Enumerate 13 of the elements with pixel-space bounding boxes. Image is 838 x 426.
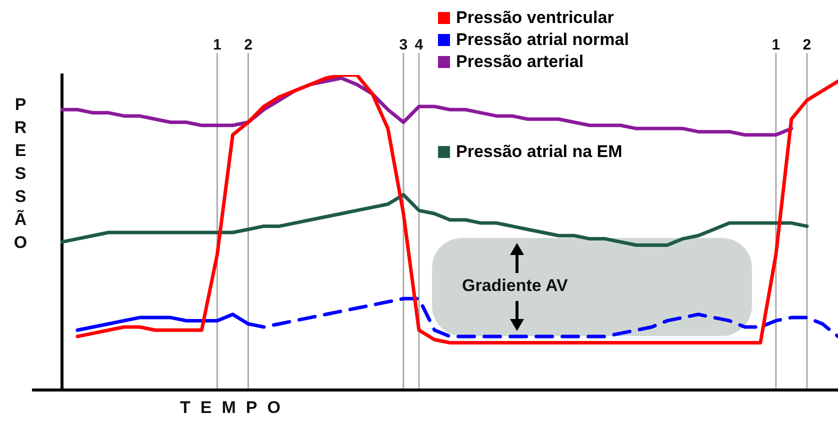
legend-label: Pressão ventricular <box>456 8 614 28</box>
x-tick-label: 1 <box>772 36 780 54</box>
x-tick-label: 2 <box>244 36 252 54</box>
x-tick-label: 2 <box>802 36 812 54</box>
x-tick-label: 3 <box>399 36 408 54</box>
y-axis-title: PRESSÃO <box>10 95 30 256</box>
x-tick-label: 1 <box>213 36 222 54</box>
x-axis-title: TEMPO <box>180 398 290 418</box>
x-tick-label: 4 <box>414 36 424 54</box>
legend-label: Pressão atrial normal <box>456 30 629 50</box>
legend-label: Pressão arterial <box>456 52 584 72</box>
legend-label: Pressão atrial na EM <box>456 142 622 162</box>
annotation: Gradiente AV <box>462 276 568 296</box>
